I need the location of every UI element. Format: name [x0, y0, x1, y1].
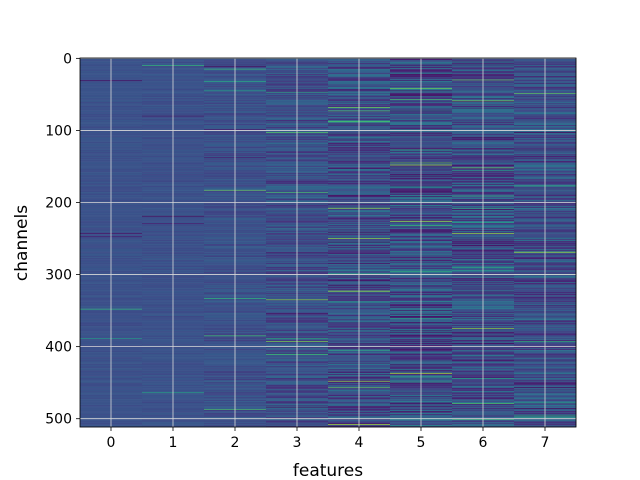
x-tick-label: 7	[541, 435, 550, 451]
x-axis-label: features	[293, 461, 363, 480]
y-tick-label: 400	[45, 340, 72, 356]
x-tick-label: 1	[169, 435, 178, 451]
x-tick-label: 3	[293, 435, 302, 451]
grid-lines	[80, 57, 576, 427]
y-tick-label: 0	[63, 51, 72, 67]
x-tick-label: 6	[479, 435, 488, 451]
y-tick-label: 300	[45, 268, 72, 284]
y-tick-label: 200	[45, 196, 72, 212]
y-axis-ticks: 0 100 200 300 400 500	[45, 51, 80, 428]
x-axis-ticks: 0 1 2 3 4 5 6 7	[107, 427, 550, 451]
x-tick-label: 5	[417, 435, 426, 451]
plot-frame	[79, 57, 577, 428]
y-axis-label: channels	[12, 205, 32, 281]
y-tick-label: 500	[45, 412, 72, 428]
x-tick-label: 0	[107, 435, 116, 451]
x-tick-label: 2	[231, 435, 240, 451]
heatmap-cells	[80, 58, 577, 428]
y-tick-label: 100	[45, 123, 72, 139]
x-tick-label: 4	[355, 435, 364, 451]
